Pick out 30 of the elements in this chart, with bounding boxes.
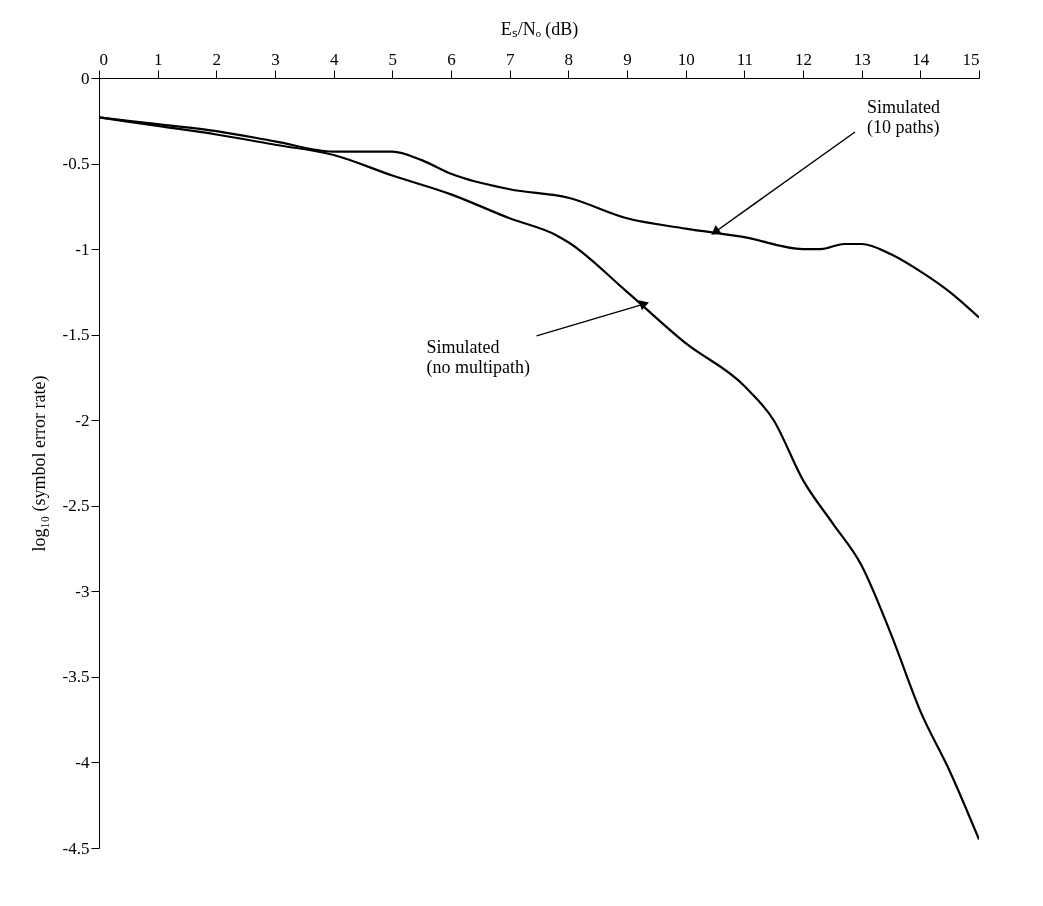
y-tick-label: -2 xyxy=(75,410,90,430)
x-axis-title: Eₛ/Nₒ (dB) xyxy=(500,18,579,40)
annotation: Simulated (no multipath) xyxy=(426,336,531,378)
x-tick-label: 12 xyxy=(795,49,812,69)
x-tick-label: 7 xyxy=(505,49,515,69)
x-tick-label: 4 xyxy=(329,49,339,69)
y-tick-label: -4.5 xyxy=(62,838,90,858)
y-tick-label: -3.5 xyxy=(62,667,90,687)
y-tick-label: -4 xyxy=(75,752,90,772)
x-tick-label: 2 xyxy=(212,49,222,69)
x-tick-label: 14 xyxy=(912,49,930,69)
x-tick-label: 3 xyxy=(271,49,280,69)
y-tick-label: 0 xyxy=(81,68,90,88)
x-tick-label: 10 xyxy=(677,49,695,69)
x-tick-label: 9 xyxy=(623,49,632,69)
y-tick-label: -1.5 xyxy=(62,325,90,345)
annotation: Simulated (10 paths) xyxy=(867,97,940,138)
x-tick-label: 5 xyxy=(388,49,398,69)
x-tick-label: 13 xyxy=(853,49,871,69)
y-tick-label: -1 xyxy=(75,239,90,259)
x-tick-label: 6 xyxy=(447,49,456,69)
x-tick-label: 0 xyxy=(99,49,108,69)
x-tick-label: 1 xyxy=(153,49,163,69)
x-tick-label: 15 xyxy=(962,49,980,69)
y-tick-label: -3 xyxy=(75,581,90,601)
x-tick-label: 11 xyxy=(736,49,754,69)
x-tick-label: 8 xyxy=(564,49,574,69)
y-tick-label: -2.5 xyxy=(62,496,90,516)
y-axis-title: log₁₀ (symbol error rate) xyxy=(28,375,50,552)
y-tick-label: -0.5 xyxy=(62,154,90,174)
